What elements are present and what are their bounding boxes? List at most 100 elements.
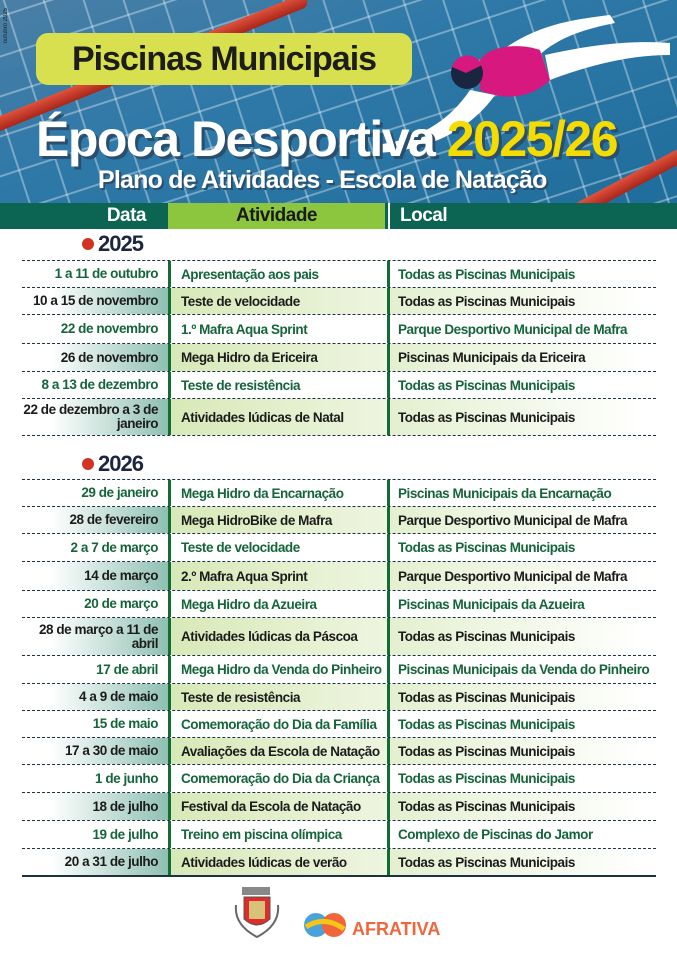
location-cell: Todas as Piscinas Municipais <box>398 377 575 393</box>
date-cell: 28 de março a 11 de abril <box>22 618 168 655</box>
location-cell: Todas as Piscinas Municipais <box>390 793 656 820</box>
table-row: 26 de novembro Mega Hidro da Ericeira Pisc… <box>22 343 656 371</box>
column-date: Data <box>106 205 147 226</box>
location-cell: Todas as Piscinas Municipais <box>390 849 656 875</box>
table-row: 22 de dezembro a 3 de janeiro Atividades … <box>22 398 656 436</box>
activity-cell: Mega Hidro da Encarnação <box>168 480 390 506</box>
table-row: 17 a 30 de maio Avaliações da Escola de N… <box>22 737 656 764</box>
date-cell: 28 de fevereiro <box>22 507 168 533</box>
activity-cell: Mega Hidro da Venda do Pinheiro <box>168 656 390 683</box>
activity-cell: 2.º Mafra Aqua Sprint <box>168 562 390 590</box>
table-row: 17 de abril Mega Hidro da Venda do Pinhei… <box>22 655 656 683</box>
activity-cell: Teste de velocidade <box>168 288 390 314</box>
title-year: 2025/26 <box>446 111 619 167</box>
location-cell: Piscinas Municipais da Azueira <box>398 596 585 612</box>
activity-cell: Atividades lúdicas da Páscoa <box>168 618 390 655</box>
date-cell: 14 de março <box>22 562 168 590</box>
table-row: 15 de maio Comemoração do Dia da Família T… <box>22 710 656 737</box>
date-cell: 18 de julho <box>22 793 168 820</box>
schedule-table-2026: 29 de janeiro Mega Hidro da Encarnação Pis… <box>22 479 656 877</box>
activity-cell: Comemoração do Dia da Criança <box>168 765 390 792</box>
table-row: 4 a 9 de maio Teste de resistência Todas a… <box>22 683 656 710</box>
table-row: 18 de julho Festival da Escola de Natação… <box>22 792 656 820</box>
date-cell: 15 de maio <box>92 716 159 731</box>
date-cell: 2 a 7 de março <box>70 539 158 555</box>
footer-logos: AFRATIVA <box>234 885 474 950</box>
table-row: 2 a 7 de março Teste de velocidade Todas a… <box>22 533 656 561</box>
edition-date: outubro 2025 <box>3 8 9 44</box>
activity-cell: Teste de resistência <box>168 372 390 398</box>
location-cell: Todas as Piscinas Municipais <box>390 288 656 314</box>
location-cell: Piscinas Municipais da Ericeira <box>390 344 656 371</box>
title-text: Época Desportiva <box>36 111 436 167</box>
date-cell: 17 de abril <box>96 661 158 677</box>
location-cell: Parque Desportivo Municipal de Mafra <box>390 562 656 590</box>
table-row: 29 de janeiro Mega Hidro da Encarnação Pis… <box>22 479 656 506</box>
date-cell: 20 a 31 de julho <box>22 849 168 875</box>
table-row: 22 de novembro 1.º Mafra Aqua Sprint Parqu… <box>22 314 656 343</box>
column-activity: Atividade <box>168 203 385 229</box>
page-title: Época Desportiva 2025/26 <box>36 110 619 168</box>
municipality-crest-logo <box>234 887 280 939</box>
date-cell: 22 de dezembro a 3 de janeiro <box>22 399 168 435</box>
date-cell: 20 de março <box>84 596 158 611</box>
location-cell: Todas as Piscinas Municipais <box>390 684 656 710</box>
table-row: 10 a 15 de novembro Teste de velocidade To… <box>22 287 656 314</box>
table-row: 20 a 31 de julho Atividades lúdicas de ve… <box>22 848 656 877</box>
svg-text:AFRATIVA: AFRATIVA <box>352 919 440 939</box>
activity-cell: 1.º Mafra Aqua Sprint <box>168 315 390 343</box>
header-banner: outubro 2025 Piscinas Municipais Época D… <box>0 0 677 203</box>
location-cell: Parque Desportivo Municipal de Mafra <box>398 321 628 337</box>
table-row: 19 de julho Treino em piscina olímpica Com… <box>22 820 656 848</box>
year-heading-2025: 2025 <box>82 231 144 257</box>
activity-cell: Mega Hidro da Ericeira <box>168 344 390 371</box>
column-location: Local <box>388 203 677 229</box>
activity-cell: Festival da Escola de Natação <box>168 793 390 820</box>
activity-cell: Avaliações da Escola de Natação <box>168 738 390 764</box>
table-row: 14 de março 2.º Mafra Aqua Sprint Parque D… <box>22 561 656 590</box>
year-heading-2026: 2026 <box>82 451 144 477</box>
table-row: 28 de fevereiro Mega HidroBike de Mafra Pa… <box>22 506 656 533</box>
date-cell: 1 de junho <box>94 770 158 786</box>
activity-cell: Teste de velocidade <box>168 534 390 561</box>
location-cell: Parque Desportivo Municipal de Mafra <box>390 507 656 533</box>
activity-cell: Apresentação aos pais <box>168 261 390 287</box>
location-cell: Todas as Piscinas Municipais <box>398 540 575 555</box>
location-cell: Piscinas Municipais da Venda do Pinheiro <box>398 662 650 677</box>
activity-cell: Mega Hidro da Azueira <box>168 591 390 617</box>
table-row: 8 a 13 de dezembro Teste de resistência To… <box>22 371 656 398</box>
location-cell: Complexo de Piscinas do Jamor <box>398 827 593 842</box>
activity-cell: Mega HidroBike de Mafra <box>168 507 390 533</box>
location-cell: Todas as Piscinas Municipais <box>390 618 656 655</box>
table-row: 1 a 11 de outubro Apresentação aos pais To… <box>22 260 656 287</box>
date-cell: 22 de novembro <box>60 321 159 336</box>
date-cell: 29 de janeiro <box>81 485 158 500</box>
table-row: 1 de junho Comemoração do Dia da Criança T… <box>22 764 656 792</box>
table-row: 28 de março a 11 de abril Atividades lúdi… <box>22 617 656 655</box>
date-cell: 17 a 30 de maio <box>22 738 168 764</box>
date-cell: 10 a 15 de novembro <box>22 288 168 314</box>
activity-cell: Treino em piscina olímpica <box>168 821 390 848</box>
activity-cell: Comemoração do Dia da Família <box>168 711 390 737</box>
swimmer-illustration <box>375 15 670 153</box>
location-cell: Todas as Piscinas Municipais <box>398 716 575 732</box>
date-cell: 4 a 9 de maio <box>22 684 168 710</box>
afrativa-logo: AFRATIVA <box>304 913 440 939</box>
schedule-table-2025: 1 a 11 de outubro Apresentação aos pais To… <box>22 260 656 436</box>
location-cell: Todas as Piscinas Municipais <box>390 399 656 435</box>
org-label: Piscinas Municipais <box>36 33 412 85</box>
column-headers: Data Atividade Local <box>0 203 677 229</box>
location-cell: Todas as Piscinas Municipais <box>398 771 575 786</box>
table-row: 20 de março Mega Hidro da Azueira Piscinas… <box>22 590 656 617</box>
location-cell: Todas as Piscinas Municipais <box>390 738 656 764</box>
activity-cell: Atividades lúdicas de Natal <box>168 399 390 435</box>
activity-cell: Teste de resistência <box>168 684 390 710</box>
date-cell: 8 a 13 de dezembro <box>41 377 159 392</box>
date-cell: 26 de novembro <box>22 344 168 371</box>
subtitle: Plano de Atividades - Escola de Natação <box>98 166 547 194</box>
date-cell: 1 a 11 de outubro <box>54 266 159 281</box>
location-cell: Todas as Piscinas Municipais <box>398 266 575 282</box>
activity-cell: Atividades lúdicas de verão <box>168 849 390 875</box>
location-cell: Piscinas Municipais da Encarnação <box>398 485 612 501</box>
date-cell: 19 de julho <box>92 826 158 842</box>
